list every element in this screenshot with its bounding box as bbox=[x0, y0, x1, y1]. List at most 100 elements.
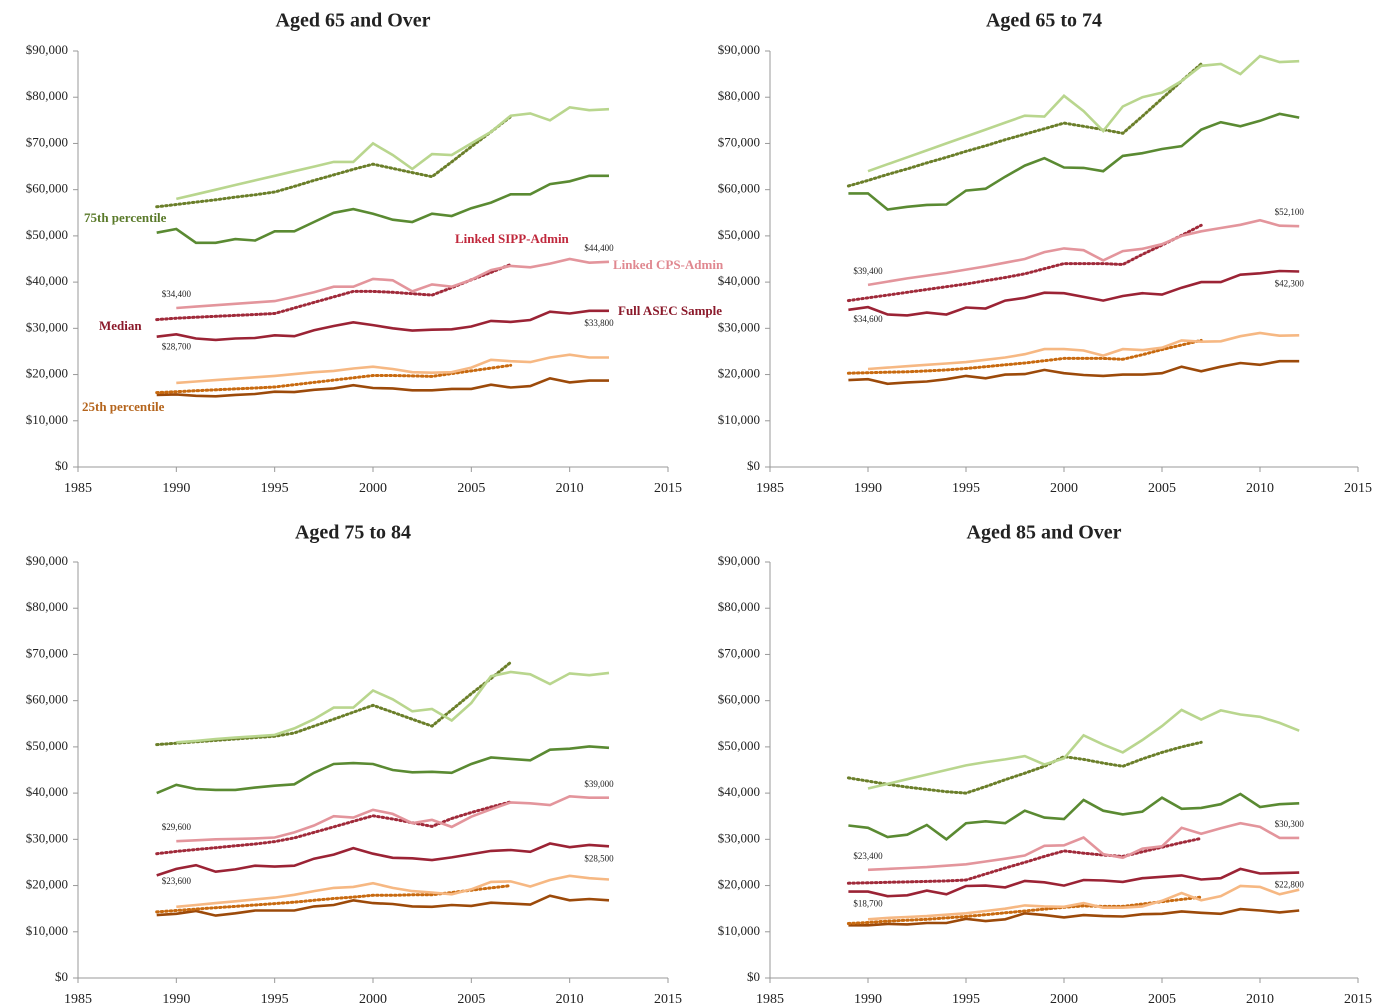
value-label: $23,400 bbox=[853, 851, 883, 861]
value-label: $29,600 bbox=[162, 822, 192, 832]
series-line bbox=[846, 895, 1203, 925]
y-tick-label: $90,000 bbox=[26, 42, 68, 57]
series-line bbox=[155, 884, 513, 914]
value-label: $52,100 bbox=[1275, 207, 1305, 217]
x-tick-label: 2015 bbox=[1344, 992, 1372, 1007]
value-label: $18,700 bbox=[853, 899, 883, 909]
x-tick-label: 2005 bbox=[1148, 481, 1176, 496]
x-tick-label: 1990 bbox=[162, 481, 190, 496]
y-tick-label: $40,000 bbox=[26, 784, 68, 799]
x-tick-label: 2000 bbox=[359, 481, 387, 496]
value-label: $34,600 bbox=[853, 314, 883, 324]
y-tick-label: $20,000 bbox=[718, 877, 760, 892]
y-tick-label: $40,000 bbox=[718, 273, 760, 288]
y-tick-label: $60,000 bbox=[26, 181, 68, 196]
y-tick-label: $90,000 bbox=[26, 553, 68, 568]
series-line bbox=[156, 842, 610, 877]
x-tick-label: 2010 bbox=[556, 992, 584, 1007]
value-label: $23,600 bbox=[162, 876, 192, 886]
y-tick-label: $20,000 bbox=[26, 877, 68, 892]
series-line bbox=[848, 112, 1300, 211]
y-tick-label: $0 bbox=[747, 969, 760, 984]
series-line bbox=[176, 353, 609, 385]
y-tick-label: $80,000 bbox=[718, 88, 760, 103]
x-tick-label: 1985 bbox=[756, 481, 784, 496]
value-label: $34,400 bbox=[162, 289, 192, 299]
series-line bbox=[846, 62, 1203, 188]
series-line bbox=[155, 363, 513, 395]
series-line bbox=[867, 821, 1300, 872]
annotation: 75th percentile bbox=[84, 210, 167, 225]
x-tick-label: 1995 bbox=[952, 992, 980, 1007]
y-tick-label: $20,000 bbox=[718, 366, 760, 381]
series-line bbox=[846, 338, 1203, 375]
value-label: $39,000 bbox=[584, 779, 614, 789]
x-tick-label: 2010 bbox=[556, 481, 584, 496]
series-line bbox=[846, 836, 1203, 885]
x-tick-label: 2015 bbox=[1344, 481, 1372, 496]
series-line bbox=[867, 884, 1300, 921]
value-label: $44,400 bbox=[584, 243, 614, 253]
annotation: Full ASEC Sample bbox=[618, 303, 722, 318]
y-tick-label: $0 bbox=[55, 969, 68, 984]
y-tick-label: $90,000 bbox=[718, 42, 760, 57]
x-tick-label: 1990 bbox=[162, 992, 190, 1007]
series-line bbox=[156, 309, 609, 342]
series-line bbox=[848, 269, 1300, 317]
y-tick-label: $30,000 bbox=[718, 830, 760, 845]
value-label: $28,700 bbox=[162, 341, 192, 351]
y-tick-label: $20,000 bbox=[26, 366, 68, 381]
y-tick-label: $0 bbox=[55, 458, 68, 473]
y-tick-label: $80,000 bbox=[26, 88, 68, 103]
x-tick-label: 1990 bbox=[854, 481, 882, 496]
y-tick-label: $60,000 bbox=[26, 692, 68, 707]
y-tick-label: $90,000 bbox=[718, 553, 760, 568]
x-tick-label: 1985 bbox=[756, 992, 784, 1007]
series-line bbox=[156, 894, 610, 917]
series-line bbox=[176, 257, 610, 310]
x-tick-label: 1985 bbox=[64, 481, 92, 496]
x-tick-label: 1990 bbox=[854, 992, 882, 1007]
chart-title: Aged 65 to 74 bbox=[986, 10, 1102, 32]
y-tick-label: $10,000 bbox=[718, 923, 760, 938]
series-line bbox=[156, 174, 609, 245]
y-tick-label: $10,000 bbox=[26, 923, 68, 938]
series-line bbox=[867, 218, 1300, 287]
series-line bbox=[848, 907, 1300, 927]
y-tick-label: $60,000 bbox=[718, 692, 760, 707]
series-line bbox=[846, 740, 1203, 795]
x-tick-label: 1995 bbox=[261, 992, 289, 1007]
x-tick-label: 2000 bbox=[359, 992, 387, 1007]
y-tick-label: $50,000 bbox=[26, 738, 68, 753]
series-line bbox=[848, 359, 1300, 386]
value-label: $22,800 bbox=[1275, 880, 1305, 890]
y-tick-label: $80,000 bbox=[26, 599, 68, 614]
series-line bbox=[155, 660, 513, 747]
chart-title: Aged 85 and Over bbox=[967, 522, 1122, 544]
annotation: Linked CPS-Admin bbox=[613, 257, 724, 272]
series-line bbox=[176, 670, 610, 744]
y-tick-label: $40,000 bbox=[26, 273, 68, 288]
y-tick-label: $80,000 bbox=[718, 599, 760, 614]
series-line bbox=[867, 54, 1300, 173]
series-line bbox=[867, 708, 1300, 790]
x-tick-label: 1995 bbox=[261, 481, 289, 496]
annotation: Median bbox=[99, 318, 142, 333]
y-tick-label: $60,000 bbox=[718, 181, 760, 196]
value-label: $30,300 bbox=[1275, 819, 1305, 829]
x-tick-label: 1995 bbox=[952, 481, 980, 496]
value-label: $33,800 bbox=[584, 318, 614, 328]
y-tick-label: $70,000 bbox=[26, 645, 68, 660]
y-tick-label: $0 bbox=[747, 458, 760, 473]
x-tick-label: 2010 bbox=[1246, 992, 1274, 1007]
x-tick-label: 2005 bbox=[457, 992, 485, 1007]
y-tick-label: $40,000 bbox=[718, 784, 760, 799]
value-label: $28,500 bbox=[584, 853, 614, 863]
y-tick-label: $50,000 bbox=[718, 738, 760, 753]
y-tick-label: $50,000 bbox=[718, 227, 760, 242]
x-tick-label: 2000 bbox=[1050, 992, 1078, 1007]
series-line bbox=[176, 106, 610, 201]
series-line bbox=[156, 745, 610, 795]
series-line bbox=[176, 874, 610, 909]
